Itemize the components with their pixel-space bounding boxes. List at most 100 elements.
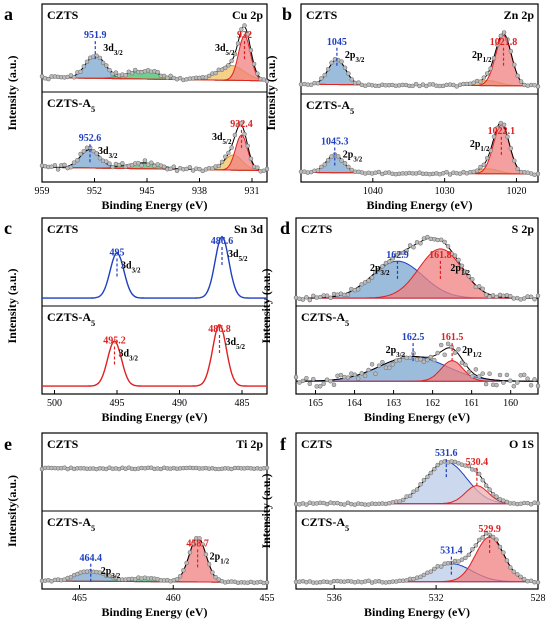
data-point	[447, 172, 453, 177]
fit-component	[296, 360, 538, 382]
sample-label: CZTS	[47, 437, 79, 451]
data-point	[55, 167, 61, 172]
data-point	[328, 378, 333, 384]
data-point	[62, 162, 67, 168]
peak-value-label: 932.4	[230, 119, 253, 130]
sample-label: CZTS-A5	[47, 310, 95, 328]
peak-value-label: 495	[110, 247, 125, 258]
label-subscript: 3/2	[381, 269, 390, 277]
data-point	[535, 500, 541, 506]
label-subscript: 1/2	[473, 351, 482, 359]
data-point	[71, 160, 77, 165]
fit-component	[296, 536, 539, 583]
data-point	[104, 159, 109, 164]
data-point	[120, 161, 125, 166]
label-subscript: 1/2	[461, 269, 470, 277]
data-point	[474, 168, 480, 173]
data-point	[466, 463, 472, 469]
data-point	[459, 263, 465, 269]
data-point	[210, 166, 215, 171]
peak-value-label: 486.8	[208, 324, 231, 335]
data-point	[505, 37, 510, 42]
x-tick-label: 455	[260, 593, 275, 604]
panel-letter: f	[280, 434, 287, 454]
x-tick-label: 495	[110, 398, 125, 409]
data-point	[435, 350, 440, 356]
data-point	[190, 540, 196, 546]
x-tick-label: 528	[531, 593, 546, 604]
data-point	[428, 354, 434, 360]
peak-value-label: 932	[237, 30, 252, 41]
data-point	[518, 574, 523, 580]
peak-value-label: 531.4	[440, 546, 463, 557]
data-point	[425, 234, 430, 240]
data-point	[394, 252, 399, 258]
data-point	[168, 166, 173, 172]
data-point	[366, 578, 371, 584]
data-point	[425, 474, 430, 480]
data-point	[390, 362, 396, 367]
data-point	[425, 357, 430, 363]
sample-label: CZTS	[301, 437, 333, 451]
data-point	[418, 357, 423, 362]
sample-label: CZTS	[301, 222, 333, 236]
label-subscript: 5/2	[236, 343, 245, 351]
data-point	[535, 580, 541, 585]
data-point	[100, 571, 106, 576]
data-point	[481, 75, 487, 80]
label-base: CZTS-A	[47, 515, 91, 529]
fit-component	[296, 248, 538, 299]
data-point	[442, 352, 447, 358]
data-point	[380, 264, 385, 269]
label-subscript: 5	[91, 319, 95, 328]
data-point	[488, 66, 493, 71]
data-point	[203, 552, 209, 557]
label-base: CZTS-A	[301, 310, 345, 324]
x-tick-label: 938	[192, 186, 207, 197]
panel-f: f CZTS O 1S 531.6 530.4 CZTS-A5 531.4 529.9 536 5…	[259, 432, 546, 619]
data-point	[466, 552, 472, 558]
data-point	[97, 155, 103, 161]
label-subscript: 1/2	[480, 145, 489, 153]
data-point	[94, 151, 99, 156]
data-point	[478, 79, 483, 84]
label-subscript: 5/2	[223, 138, 232, 146]
data-point	[428, 470, 434, 476]
data-point	[329, 60, 334, 66]
data-point	[456, 347, 461, 352]
fit-component	[41, 134, 267, 172]
orbital-label: 2p3/2	[386, 345, 406, 359]
data-point	[491, 55, 497, 61]
data-point	[264, 78, 270, 84]
data-point	[512, 158, 517, 163]
peak-value-label: 952.6	[79, 133, 102, 144]
data-point	[362, 280, 368, 285]
data-point	[339, 158, 344, 163]
data-point	[390, 256, 396, 261]
data-point	[352, 372, 358, 377]
label-base: CZTS-A	[47, 310, 91, 324]
data-point	[481, 162, 487, 168]
data-point	[345, 292, 351, 297]
data-point	[362, 373, 368, 379]
data-point	[206, 73, 212, 79]
data-point	[331, 382, 337, 388]
data-point	[421, 572, 427, 578]
data-point	[478, 164, 483, 170]
data-point	[355, 376, 361, 381]
data-point	[304, 502, 309, 507]
x-tick-label: 160	[503, 398, 518, 409]
peak-value-label: 951.9	[84, 30, 107, 41]
orbital-label: 2p3/2	[370, 263, 390, 277]
data-point	[484, 71, 490, 76]
label-base: CZTS-A	[301, 515, 345, 529]
sample-label: CZTS-A5	[301, 515, 349, 533]
plot-frame	[41, 3, 268, 183]
data-point	[366, 278, 371, 283]
data-point	[322, 72, 327, 78]
data-point	[418, 574, 423, 580]
